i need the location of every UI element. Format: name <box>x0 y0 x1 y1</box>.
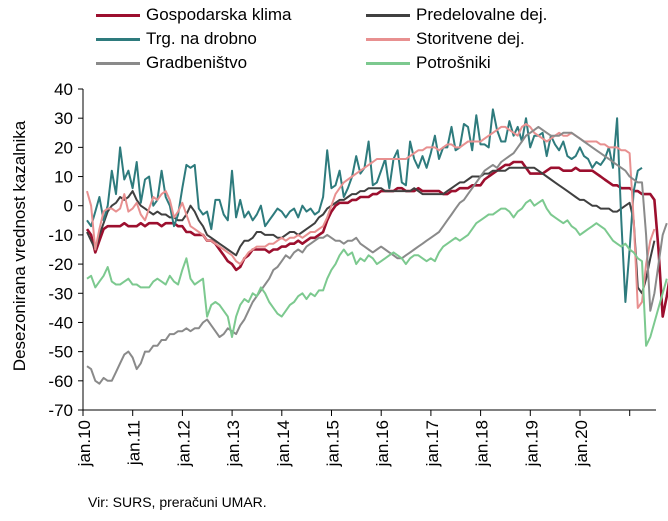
series-layer <box>85 108 668 385</box>
y-tick-label: -30 <box>48 284 73 303</box>
legend: Gospodarska klima Predelovalne dej. Trg.… <box>0 4 668 80</box>
legend-label: Potrošniki <box>416 53 491 72</box>
legend-label: Storitvene dej. <box>416 29 525 48</box>
legend-item-storitvene-dej: Storitvene dej. <box>366 28 525 50</box>
y-tick-label: -20 <box>48 255 73 274</box>
y-tick-label: 0 <box>64 197 73 216</box>
legend-swatch <box>366 61 410 65</box>
x-tick-label: jan.10 <box>75 420 94 467</box>
x-tick-label: jan.11 <box>125 420 144 466</box>
series-line-storitvene-dej <box>86 123 656 309</box>
legend-swatch <box>96 13 140 17</box>
series-line-potrosniki <box>86 198 668 347</box>
legend-item-predelovalne-dej: Predelovalne dej. <box>366 4 547 26</box>
source-note: Vir: SURS, preračuni UMAR. <box>88 494 267 510</box>
legend-label: Gospodarska klima <box>146 5 292 24</box>
legend-item-trg-na-drobno: Trg. na drobno <box>96 28 257 50</box>
legend-swatch <box>96 61 140 65</box>
y-tick-label: 10 <box>54 168 73 187</box>
x-tick-label: jan.17 <box>423 420 442 467</box>
y-tick-label: 40 <box>54 80 73 99</box>
y-axis-title: Desezonirana vrednost kazalnika <box>10 120 29 372</box>
legend-label: Gradbeništvo <box>146 53 248 72</box>
y-tick-label: -60 <box>48 372 73 391</box>
y-tick-label: -70 <box>48 401 73 420</box>
legend-item-gradbenistvo: Gradbeništvo <box>96 52 247 74</box>
y-tick-label: -10 <box>48 226 73 245</box>
x-tick-label: jan.18 <box>473 420 492 467</box>
legend-label: Trg. na drobno <box>146 29 257 48</box>
x-tick-label: jan.16 <box>373 420 392 467</box>
legend-label: Predelovalne dej. <box>416 5 548 24</box>
legend-swatch <box>96 37 140 41</box>
y-tick-label: -50 <box>48 343 73 362</box>
legend-swatch <box>366 37 410 41</box>
x-tick-label: jan.20 <box>572 420 591 467</box>
y-tick-label: -40 <box>48 313 73 332</box>
legend-swatch <box>366 13 410 17</box>
x-tick-label: jan.13 <box>224 420 243 467</box>
series-line-gospodarska-klima <box>85 160 668 318</box>
y-tick-label: 20 <box>54 138 73 157</box>
series-line-gradbenistvo <box>86 125 668 385</box>
y-tick-label: 30 <box>54 109 73 128</box>
x-tick-label: jan.19 <box>522 420 541 467</box>
x-tick-label: jan.14 <box>274 420 293 467</box>
series-line-predelovalne-dej <box>86 166 656 295</box>
legend-item-gospodarska-klima: Gospodarska klima <box>96 4 292 26</box>
x-tick-label: jan.15 <box>324 420 343 467</box>
legend-item-potrosniki: Potrošniki <box>366 52 491 74</box>
x-tick-label: jan.12 <box>174 420 193 467</box>
